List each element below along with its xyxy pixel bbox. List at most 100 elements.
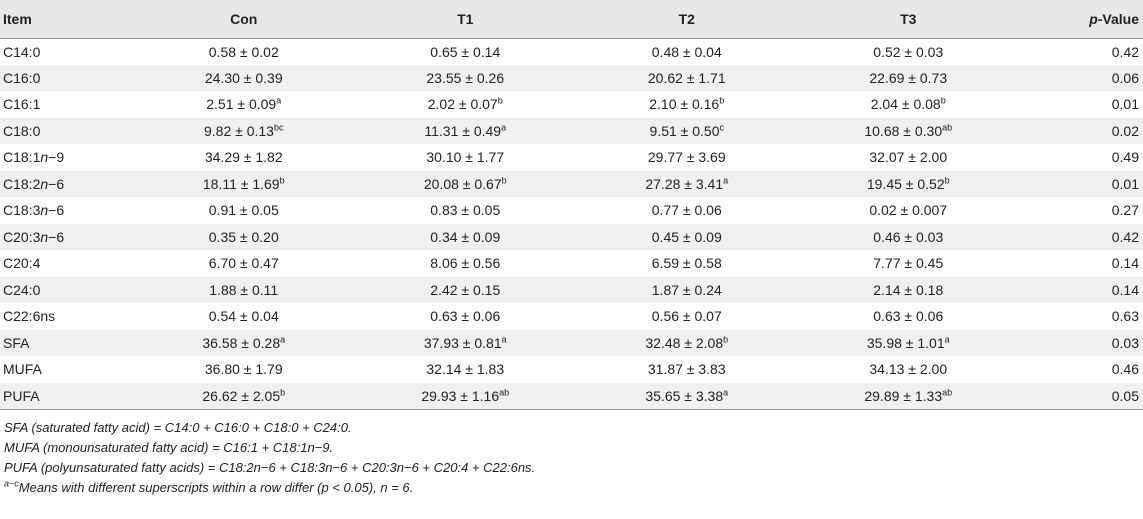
header-t1: T1: [354, 0, 576, 39]
cell-t3: 7.77 ± 0.45: [798, 250, 1020, 277]
cell-value: 0.63 ± 0.06: [430, 308, 501, 325]
table-row: PUFA 26.62 ± 2.05b 29.93 ± 1.16ab 35.65 ± 3…: [0, 382, 1143, 410]
cell-superscript: b: [501, 175, 507, 186]
cell-p-value: 0.02: [1111, 122, 1139, 139]
cell-value: 29.77 ± 3.69: [647, 149, 726, 166]
cell-value: 31.87 ± 3.83: [647, 361, 726, 378]
cell-t2: 32.48 ± 2.08b: [576, 330, 798, 357]
cell-t1: 32.14 ± 1.83: [355, 356, 577, 383]
cell-value: 36.80 ± 1.79: [204, 361, 283, 378]
cell-item: C20:4: [0, 250, 133, 277]
item-italic: n: [40, 228, 49, 245]
cell-superscript: ab: [942, 122, 953, 133]
cell-value: 29.89 ± 1.33: [864, 387, 943, 404]
cell-t3: 35.98 ± 1.01a: [798, 330, 1020, 357]
footnote-sfa: SFA (saturated fatty acid) = C14:0 + C16…: [4, 419, 352, 435]
cell-t3: 2.04 ± 0.08b: [798, 91, 1020, 118]
cell-value: 0.46 ± 0.03: [873, 228, 944, 245]
cell-superscript: a: [501, 122, 507, 133]
table-row: C18:2n−6 18.11 ± 1.69b 20.08 ± 0.67b 27.28 …: [0, 170, 1143, 198]
cell-value: 29.93 ± 1.16: [421, 387, 500, 404]
cell-t2: 29.77 ± 3.69: [576, 144, 798, 171]
item-base: C20:3: [3, 228, 41, 245]
footnote-means: a−cMeans with different superscripts wit…: [4, 478, 1143, 498]
header-p-italic: p: [1089, 10, 1098, 27]
cell-t2: 35.65 ± 3.38a: [576, 382, 798, 410]
cell-value: 2.42 ± 0.15: [430, 281, 501, 298]
cell-item: C20:3n−6: [0, 224, 133, 251]
cell-con: 0.35 ± 0.20: [133, 224, 355, 251]
cell-t1: 23.55 ± 0.26: [355, 65, 577, 92]
cell-value: 20.08 ± 0.67: [423, 175, 502, 192]
cell-t2: 0.56 ± 0.07: [576, 303, 798, 330]
cell-t2: 0.48 ± 0.04: [576, 38, 798, 65]
cell-con: 36.58 ± 0.28a: [133, 330, 355, 357]
cell-p-value: 0.03: [1111, 334, 1139, 351]
table-row: C16:1 2.51 ± 0.09a 2.02 ± 0.07b 2.10 ± 0.16…: [0, 91, 1143, 118]
header-con: Con: [133, 0, 355, 39]
cell-value: 35.65 ± 3.38: [645, 387, 724, 404]
cell-value: 37.93 ± 0.81: [423, 334, 502, 351]
cell-t3: 0.52 ± 0.03: [798, 38, 1020, 65]
cell-con: 18.11 ± 1.69b: [133, 171, 355, 198]
cell-t3: 0.63 ± 0.06: [798, 303, 1020, 330]
cell-p-value: 0.14: [1111, 281, 1139, 298]
cell-t3: 29.89 ± 1.33ab: [797, 382, 1019, 410]
item-base: C18:0: [3, 122, 41, 139]
cell-value: 0.52 ± 0.03: [873, 43, 944, 60]
item-suffix: −6: [48, 228, 65, 245]
cell-value: 27.28 ± 3.41: [645, 175, 724, 192]
cell-value: 0.91 ± 0.05: [208, 202, 279, 219]
cell-t3: 0.02 ± 0.007: [798, 197, 1020, 224]
cell-value: 11.31 ± 0.49: [424, 122, 502, 139]
cell-t1: 0.34 ± 0.09: [355, 224, 577, 251]
cell-t1: 11.31 ± 0.49a: [355, 118, 577, 145]
cell-p-value: 0.27: [1111, 202, 1139, 219]
cell-value: 0.02 ± 0.007: [869, 202, 948, 219]
cell-superscript: b: [940, 95, 946, 106]
cell-con: 1.88 ± 0.11: [133, 277, 355, 304]
item-base: C24:0: [3, 281, 41, 298]
cell-t1: 2.42 ± 0.15: [355, 277, 577, 304]
item-base: C18:1: [3, 149, 41, 166]
cell-t3: 32.07 ± 2.00: [798, 144, 1020, 171]
cell-value: 10.68 ± 0.30: [864, 122, 943, 139]
cell-t2: 31.87 ± 3.83: [576, 356, 798, 383]
cell-p-value: 0.42: [1111, 43, 1139, 60]
cell-value: 0.83 ± 0.05: [430, 202, 501, 219]
cell-item: C18:2n−6: [0, 171, 133, 198]
table-row: SFA 36.58 ± 0.28a 37.93 ± 0.81a 32.48 ± 2.0…: [0, 329, 1143, 357]
cell-value: 0.54 ± 0.04: [208, 308, 279, 325]
cell-t1: 29.93 ± 1.16ab: [354, 382, 576, 410]
cell-t3: 22.69 ± 0.73: [798, 65, 1020, 92]
footnotes: SFA (saturated fatty acid) = C14:0 + C16…: [0, 410, 1143, 498]
footnote-mufa: MUFA (monounsaturated fatty acid) = C16:…: [4, 439, 334, 455]
cell-p-value: 0.05: [1019, 382, 1143, 410]
cell-item: C24:0: [0, 277, 133, 304]
item-suffix: −6: [48, 175, 65, 192]
cell-t1: 37.93 ± 0.81a: [355, 330, 577, 357]
cell-superscript: a: [723, 175, 729, 186]
item-base: SFA: [3, 334, 30, 351]
cell-value: 6.59 ± 0.58: [651, 255, 722, 272]
cell-value: 18.11 ± 1.69: [202, 175, 280, 192]
cell-superscript: b: [280, 386, 286, 397]
cell-value: 32.48 ± 2.08: [645, 334, 724, 351]
item-base: MUFA: [3, 361, 42, 378]
cell-con: 9.82 ± 0.13bc: [133, 118, 355, 145]
item-base: C16:0: [3, 69, 41, 86]
cell-con: 26.62 ± 2.05b: [133, 382, 355, 410]
cell-item: C18:0: [0, 118, 133, 145]
cell-value: 0.34 ± 0.09: [430, 228, 501, 245]
cell-superscript: b: [719, 95, 725, 106]
cell-t2: 20.62 ± 1.71: [576, 65, 798, 92]
cell-item: SFA: [0, 330, 133, 357]
item-base: C18:3: [3, 202, 41, 219]
cell-value: 2.10 ± 0.16: [649, 96, 720, 113]
cell-t3: 34.13 ± 2.00: [798, 356, 1020, 383]
cell-t1: 0.83 ± 0.05: [355, 197, 577, 224]
cell-value: 8.06 ± 0.56: [430, 255, 501, 272]
footnote-pufa: PUFA (polyunsaturated fatty acids) = C18…: [4, 459, 536, 475]
cell-con: 24.30 ± 0.39: [133, 65, 355, 92]
cell-value: 32.07 ± 2.00: [869, 149, 948, 166]
